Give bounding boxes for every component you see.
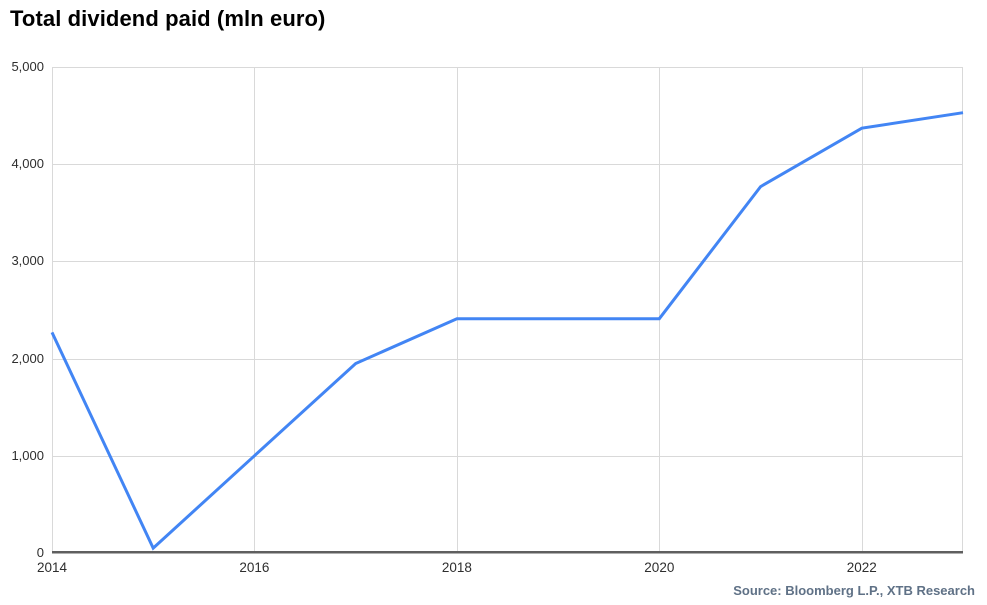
source-note: Source: Bloomberg L.P., XTB Research [733, 583, 975, 598]
x-tick-label: 2016 [239, 560, 270, 575]
line-chart-svg [50, 67, 964, 554]
y-tick-label: 5,000 [11, 59, 44, 74]
x-tick-label: 2014 [36, 560, 68, 575]
y-tick-label: 3,000 [11, 253, 44, 269]
y-tick-label: 1,000 [11, 447, 44, 463]
plot-area [50, 67, 964, 554]
y-tick-label: 0 [36, 545, 44, 560]
y-tick-label: 4,000 [11, 156, 44, 172]
series-line-total-dividend [50, 111, 964, 551]
chart-title: Total dividend paid (mln euro) [10, 6, 326, 31]
x-tick-label: 2022 [846, 560, 877, 575]
x-tick-label: 2020 [644, 560, 675, 575]
y-tick-label: 2,000 [11, 350, 44, 366]
x-tick-label: 2018 [441, 560, 472, 575]
